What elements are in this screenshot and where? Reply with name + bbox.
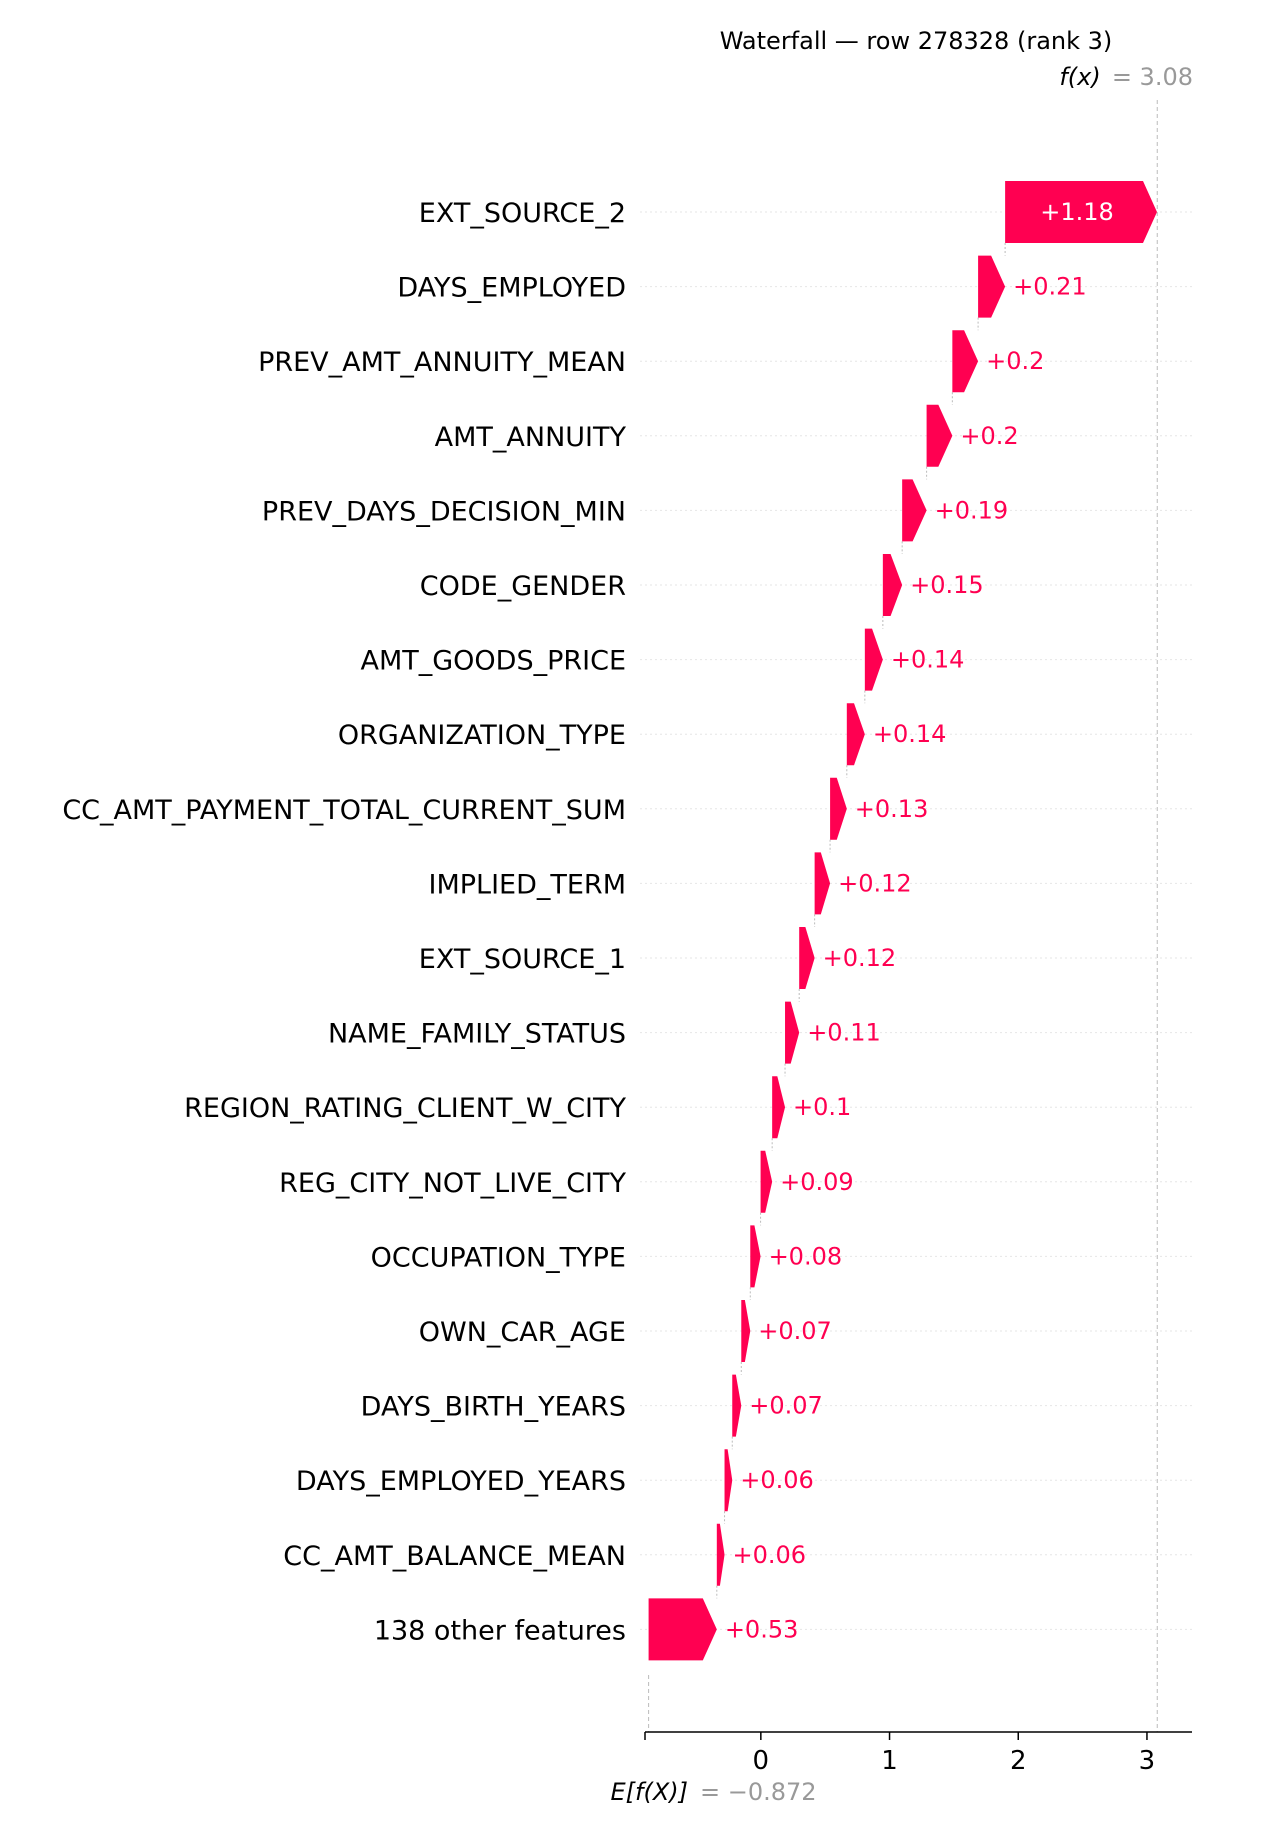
value-label: +0.1 <box>793 1093 851 1121</box>
feature-label: AMT_GOODS_PRICE <box>360 646 626 677</box>
grid-layer <box>640 100 1192 1732</box>
svg-text:f(x) = 3.08: f(x) = 3.08 <box>1059 63 1193 91</box>
waterfall-bar <box>978 255 1006 318</box>
base-annotation: E[f(X)] = −0.872 <box>610 1778 816 1806</box>
feature-label: REGION_RATING_CLIENT_W_CITY <box>184 1093 626 1124</box>
value-label: +0.12 <box>838 869 912 897</box>
x-tick-label: 3 <box>1139 1746 1156 1776</box>
value-label: +0.15 <box>910 571 984 599</box>
fx-annotation: f(x) = 3.08 <box>1059 63 1193 91</box>
feature-label: PREV_AMT_ANNUITY_MEAN <box>258 347 626 378</box>
fx-label: f(x) <box>1059 63 1100 91</box>
waterfall-bar <box>772 1076 786 1139</box>
value-label: +0.2 <box>960 422 1018 450</box>
waterfall-bar <box>716 1523 725 1586</box>
waterfall-bar <box>732 1374 742 1437</box>
feature-label: CC_AMT_BALANCE_MEAN <box>283 1541 626 1572</box>
waterfall-bar <box>830 777 847 840</box>
fx-value: = 3.08 <box>1112 63 1193 91</box>
value-label: +0.09 <box>780 1168 854 1196</box>
waterfall-bar <box>864 628 883 691</box>
feature-label: DAYS_EMPLOYED <box>397 273 626 304</box>
value-label: +0.12 <box>823 944 897 972</box>
feature-label: AMT_ANNUITY <box>435 422 627 453</box>
feature-label: ORGANIZATION_TYPE <box>338 720 626 751</box>
feature-label-layer: EXT_SOURCE_2 DAYS_EMPLOYED PREV_AMT_ANNUIT… <box>62 198 626 1646</box>
value-label: +0.2 <box>986 347 1044 375</box>
x-axis: 0 1 2 3 <box>644 1731 1192 1776</box>
feature-label: DAYS_EMPLOYED_YEARS <box>296 1466 626 1497</box>
value-label: +0.06 <box>733 1541 807 1569</box>
waterfall-bar <box>1005 181 1157 243</box>
waterfall-bar <box>902 479 927 542</box>
feature-label: EXT_SOURCE_2 <box>419 198 626 229</box>
feature-label: IMPLIED_TERM <box>428 869 626 900</box>
value-label: +0.07 <box>758 1317 832 1345</box>
waterfall-bar <box>760 1150 773 1213</box>
chart-title: Waterfall — row 278328 (rank 3) <box>720 27 1113 55</box>
waterfall-bar <box>846 703 865 766</box>
waterfall-bar <box>785 1001 800 1064</box>
value-label: +1.18 <box>1040 198 1114 226</box>
feature-label: EXT_SOURCE_1 <box>419 944 626 975</box>
value-label: +0.07 <box>749 1392 823 1420</box>
waterfall-bar <box>741 1300 751 1362</box>
waterfall-bar <box>724 1449 733 1512</box>
x-tick-label: 1 <box>881 1746 898 1776</box>
value-label: +0.06 <box>740 1466 814 1494</box>
value-label-layer: +1.18 +0.21 +0.2 +0.2 +0.19 +0.15 +0.14 +0.14 +0… <box>725 198 1114 1643</box>
value-label: +0.53 <box>725 1615 799 1643</box>
value-label: +0.11 <box>807 1019 881 1047</box>
waterfall-bar <box>926 404 953 467</box>
feature-label: OWN_CAR_AGE <box>419 1317 626 1348</box>
x-tick-label: 0 <box>753 1746 770 1776</box>
value-label: +0.08 <box>769 1242 843 1270</box>
base-value: = −0.872 <box>700 1778 817 1806</box>
value-label: +0.13 <box>855 795 929 823</box>
feature-label: DAYS_BIRTH_YEARS <box>361 1392 626 1423</box>
waterfall-bar <box>648 1598 717 1661</box>
base-label: E[f(X)] <box>610 1778 688 1806</box>
value-label: +0.21 <box>1013 273 1087 301</box>
waterfall-bar <box>882 554 903 616</box>
value-label: +0.19 <box>935 496 1009 524</box>
waterfall-bar <box>814 852 831 915</box>
feature-label: CODE_GENDER <box>420 571 626 602</box>
feature-label: NAME_FAMILY_STATUS <box>328 1019 626 1050</box>
feature-label: PREV_DAYS_DECISION_MIN <box>262 496 626 527</box>
value-label: +0.14 <box>891 646 965 674</box>
waterfall-bar <box>799 927 815 989</box>
bar-layer <box>648 181 1157 1661</box>
feature-label: 138 other features <box>374 1615 626 1646</box>
waterfall-bar <box>952 330 979 393</box>
feature-label: REG_CITY_NOT_LIVE_CITY <box>279 1168 626 1199</box>
value-label: +0.14 <box>873 720 947 748</box>
feature-label: CC_AMT_PAYMENT_TOTAL_CURRENT_SUM <box>62 795 626 826</box>
waterfall-bar <box>750 1225 761 1288</box>
feature-label: OCCUPATION_TYPE <box>371 1242 626 1273</box>
x-tick-label: 2 <box>1010 1746 1027 1776</box>
